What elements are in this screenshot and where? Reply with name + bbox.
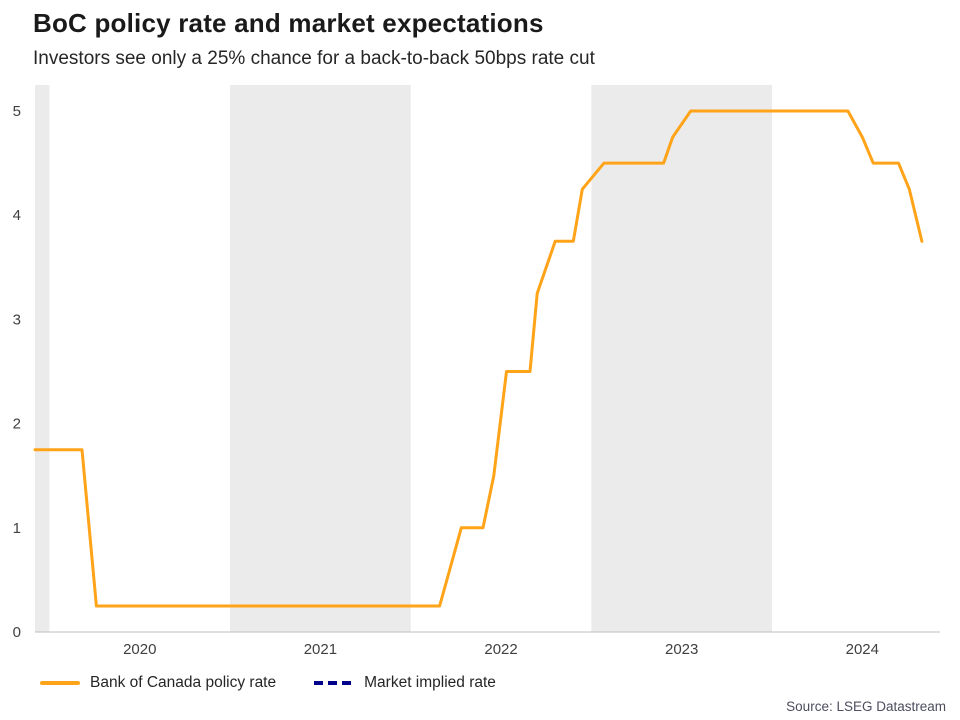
x-axis-year-label: 2024	[846, 641, 879, 658]
legend-item-policy-rate: Bank of Canada policy rate	[40, 674, 276, 692]
policy-rate-line	[33, 109, 924, 608]
y-axis-tick-label: 2	[13, 416, 21, 433]
x-axis-year-label: 2020	[123, 641, 156, 658]
line-chart: 0 1 2 3 4 5 2020 2021 2022 2023 2024	[13, 85, 940, 658]
y-axis-tick-label: 5	[13, 103, 21, 120]
year-shade-band	[230, 85, 411, 632]
y-axis-tick-label: 1	[13, 520, 21, 537]
market-implied-line-swatch	[314, 681, 355, 685]
source-credit: Source: LSEG Datastream	[786, 699, 946, 714]
legend-label-policy-rate: Bank of Canada policy rate	[90, 674, 277, 691]
y-axis-tick-label: 4	[13, 207, 21, 224]
legend: Bank of Canada policy rate Market implie…	[40, 674, 496, 692]
chart-subtitle: Investors see only a 25% chance for a ba…	[33, 48, 595, 69]
y-axis-tick-label: 3	[13, 311, 21, 328]
chart-header: BoC policy rate and market expectations …	[33, 8, 933, 70]
legend-label-market-implied: Market implied rate	[364, 674, 496, 691]
chart-title: BoC policy rate and market expectations	[33, 8, 544, 38]
x-axis-year-label: 2021	[304, 641, 337, 658]
x-axis-year-label: 2023	[665, 641, 698, 658]
x-axis-year-label: 2022	[484, 641, 517, 658]
y-axis-tick-label: 0	[13, 624, 21, 641]
year-shade-band	[591, 85, 773, 632]
legend-item-market-implied: Market implied rate	[314, 674, 496, 692]
year-shade-band	[35, 85, 50, 632]
policy-rate-line-swatch	[40, 681, 80, 685]
